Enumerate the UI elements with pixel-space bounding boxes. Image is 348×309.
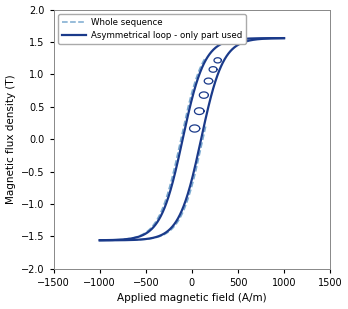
Whole sequence [160,207,164,211]
Asymmetrical loop - only part used [209,50,214,53]
X-axis label: Applied magnetic field (A/m): Applied magnetic field (A/m) [117,294,267,303]
Line: Whole sequence: Whole sequence [100,57,206,240]
Whole sequence [177,143,182,147]
Asymmetrical loop - only part used [282,36,286,40]
Asymmetrical loop - only part used [205,57,209,60]
Asymmetrical loop - only part used [215,44,219,48]
Whole sequence [125,237,129,241]
Asymmetrical loop - only part used [237,37,242,41]
Whole sequence [168,182,173,185]
Y-axis label: Magnetic flux density (T): Magnetic flux density (T) [6,74,16,204]
Legend: Whole sequence, Asymmetrical loop - only part used: Whole sequence, Asymmetrical loop - only… [58,14,246,44]
Whole sequence [145,229,150,233]
Asymmetrical loop - only part used [256,36,261,40]
Asymmetrical loop - only part used [109,238,113,242]
Whole sequence [116,238,120,242]
Asymmetrical loop - only part used [98,238,102,242]
Whole sequence [98,238,102,242]
Line: Asymmetrical loop - only part used: Asymmetrical loop - only part used [100,38,284,240]
Whole sequence [204,55,208,59]
